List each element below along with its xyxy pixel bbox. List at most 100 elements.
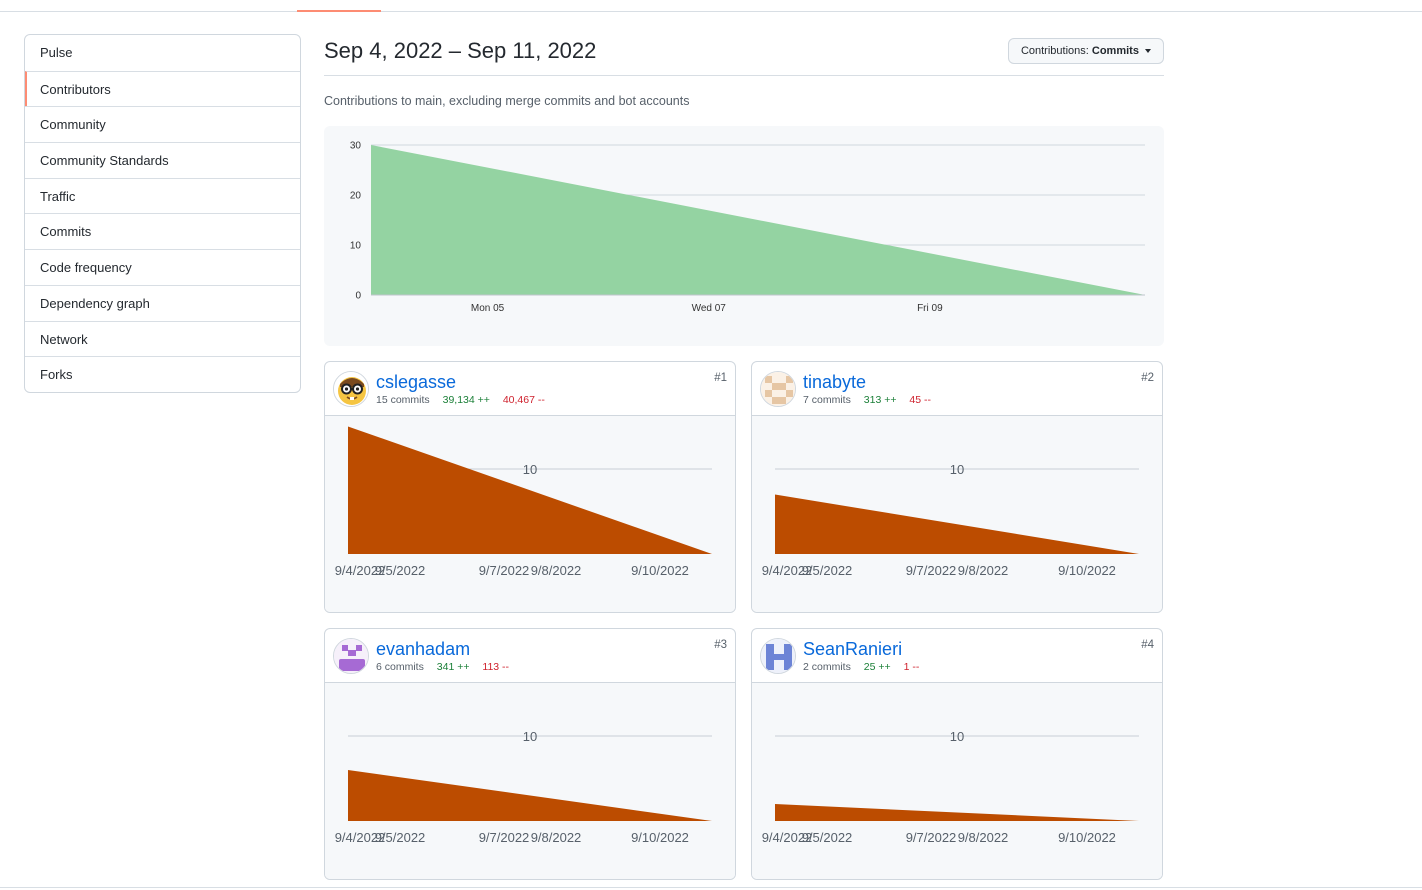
dropdown-prefix: Contributions: [1020,45,1089,57]
contributor-commits-area [348,426,712,554]
contributor-username-link[interactable]: SeanRanieri [803,639,903,659]
contributor-stats: 6 commits 341 ++ 113 -- [376,661,509,673]
x-tick-label: Wed 07 [692,303,727,314]
y-tick-label: 0 [355,291,361,302]
contributor-commits-area [348,770,712,821]
main-contributions-chart[interactable]: 0 10 20 30 Mon 05 Wed 07 Fri 09 [324,126,1164,346]
commit-count-link[interactable]: 6 commits [376,661,424,673]
contributor-commits-area [775,804,1139,821]
contributor-rank: #2 [1141,372,1154,384]
additions-count: 25 ++ [863,661,891,673]
contributor-rank: #3 [714,639,727,651]
contributor-rank: #1 [714,372,727,384]
contributor-card-header: evanhadam 6 commits 341 ++ 113 -- #3 [325,629,735,683]
identicon-purple-icon[interactable] [333,638,369,674]
contributor-card: tinabyte 7 commits 313 ++ 45 -- #2 10 9/4… [751,361,1163,613]
contributor-chart[interactable]: 10 9/4/2022 9/5/2022 9/7/2022 9/8/2022 9/10/2… [325,683,735,879]
identicon-blue-icon[interactable] [760,638,796,674]
additions-count: 341 ++ [436,661,470,673]
insights-sidebar: Pulse Contributors Community Community S… [24,34,301,393]
contributor-chart[interactable]: 10 9/4/2022 9/5/2022 9/7/2022 9/8/2022 9/10/2… [752,683,1162,879]
chart-description: Contributions to main, excluding merge c… [324,94,690,108]
x-tick-label: 9/8/2022 [958,830,1009,845]
x-tick-label: 9/8/2022 [531,830,582,845]
contributor-chart[interactable]: 10 9/4/2022 9/5/2022 9/7/2022 9/8/2022 9/10/2… [325,416,735,612]
sidebar-item-forks[interactable]: Forks [25,356,300,392]
top-nav-bar [0,0,1422,12]
x-tick-label: 9/10/2022 [1058,563,1116,578]
y-tick-label: 10 [350,241,362,252]
x-tick-label: 9/5/2022 [375,830,426,845]
x-tick-label: 9/5/2022 [375,563,426,578]
sidebar-item-traffic[interactable]: Traffic [25,177,300,214]
contributor-username-link[interactable]: cslegasse [376,372,457,392]
sidebar-item-community[interactable]: Community [25,106,300,142]
x-tick-label: 9/4/2022 [335,563,386,578]
contributor-chart[interactable]: 10 9/4/2022 9/5/2022 9/7/2022 9/8/2022 9/10/2… [752,416,1162,612]
sidebar-item-pulse[interactable]: Pulse [40,45,73,60]
additions-count: 313 ++ [863,394,897,406]
y-tick-label: 10 [950,729,964,744]
footer-divider [0,887,1422,888]
y-tick-label: 30 [350,141,362,152]
x-tick-label: 9/7/2022 [906,830,957,845]
contributor-stats: 7 commits 313 ++ 45 -- [803,394,931,406]
deletions-count: 113 -- [482,661,510,673]
deletions-count: 1 -- [903,661,920,673]
contributor-username-link[interactable]: tinabyte [803,372,867,392]
sidebar-item-network[interactable]: Network [25,320,300,357]
commit-count-link[interactable]: 7 commits [803,394,851,406]
x-tick-label: 9/7/2022 [479,830,530,845]
y-tick-label: 10 [523,462,537,477]
page-header: Sep 4, 2022 – Sep 11, 2022 Contributions… [324,30,1164,76]
contributor-card-header: tinabyte 7 commits 313 ++ 45 -- #2 [752,362,1162,416]
x-tick-label: 9/10/2022 [631,563,689,578]
x-tick-label: 9/10/2022 [631,830,689,845]
nerd-face-emoji-icon[interactable] [333,371,369,407]
x-tick-label: 9/7/2022 [906,563,957,578]
main-chart-svg: 0 10 20 30 Mon 05 Wed 07 Fri 09 [350,141,1145,314]
identicon-beige-icon[interactable] [760,371,796,407]
y-tick-label: 10 [523,729,537,744]
commit-count-link[interactable]: 2 commits [803,661,851,673]
x-tick-label: 9/5/2022 [802,830,853,845]
contributor-rank: #4 [1141,639,1154,651]
contributions-type-dropdown[interactable]: Contributions: Commits [1007,38,1164,64]
x-tick-label: Fri 09 [917,303,943,314]
commits-area [371,145,1145,295]
contributor-card: evanhadam 6 commits 341 ++ 113 -- #3 10 9… [324,628,736,880]
sidebar-item-community-standards[interactable]: Community Standards [25,142,300,178]
contributor-card-header: SeanRanieri 2 commits 25 ++ 1 -- #4 [752,629,1162,683]
x-tick-label: 9/4/2022 [762,563,813,578]
x-tick-label: 9/8/2022 [531,563,582,578]
deletions-count: 40,467 -- [502,394,545,406]
contributor-username-link[interactable]: evanhadam [376,639,471,659]
commit-count-link[interactable]: 15 commits [376,394,430,406]
sidebar-item-commits[interactable]: Commits [25,213,300,249]
dropdown-value: Commits [1091,45,1139,57]
active-tab-underline [297,10,381,12]
contributor-card-header: cslegasse 15 commits 39,134 ++ 40,467 --… [325,362,735,416]
contributor-stats: 15 commits 39,134 ++ 40,467 -- [376,394,545,406]
y-tick-label: 10 [950,462,964,477]
x-tick-label: 9/10/2022 [1058,830,1116,845]
contributors-main: Sep 4, 2022 – Sep 11, 2022 Contributions… [324,30,1164,346]
contributor-commits-area [775,494,1139,554]
sidebar-item-dependency-graph[interactable]: Dependency graph [25,284,300,321]
x-tick-label: 9/8/2022 [958,563,1009,578]
deletions-count: 45 -- [909,394,931,406]
x-tick-label: 9/4/2022 [335,830,386,845]
y-tick-label: 20 [350,191,362,202]
sidebar-item-contributors[interactable]: Contributors [25,70,300,107]
caret-down-icon [1145,49,1151,54]
additions-count: 39,134 ++ [442,394,490,406]
x-tick-label: 9/7/2022 [479,563,530,578]
contributor-card: cslegasse 15 commits 39,134 ++ 40,467 --… [324,361,736,613]
contributor-stats: 2 commits 25 ++ 1 -- [803,661,919,673]
x-tick-label: 9/5/2022 [802,563,853,578]
sidebar-item-code-frequency[interactable]: Code frequency [25,249,300,285]
